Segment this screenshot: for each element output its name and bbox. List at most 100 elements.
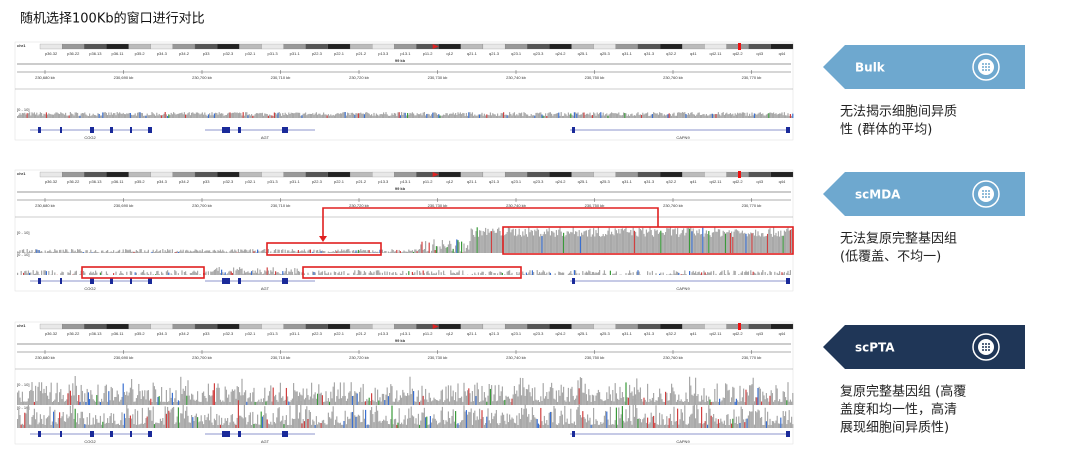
coverage-bar <box>243 401 245 428</box>
coverage-bar <box>192 271 194 275</box>
coverage-bar <box>431 422 433 428</box>
coverage-bar <box>575 270 577 275</box>
coverage-bar <box>282 112 284 118</box>
coverage-bar <box>19 250 21 253</box>
coverage-bar <box>290 251 292 253</box>
coverage-bar <box>339 274 341 275</box>
coverage-bar <box>791 416 793 428</box>
exon <box>90 278 94 284</box>
coverage-bar <box>69 390 71 405</box>
coverage-bar <box>242 418 244 428</box>
coverage-bar <box>451 250 453 253</box>
coverage-bar <box>35 385 37 405</box>
coverage-bar <box>495 401 497 405</box>
coverage-bar <box>338 398 340 405</box>
coverage-bar <box>301 423 303 428</box>
coverage-bar <box>621 115 623 118</box>
coverage-bar <box>667 228 669 253</box>
coverage-bar <box>267 270 269 275</box>
coverage-bar <box>257 268 259 275</box>
coverage-bar <box>275 394 277 405</box>
coverage-bar <box>175 390 177 405</box>
coverage-bar <box>397 401 399 405</box>
coverage-bar <box>245 249 247 253</box>
coverage-bar <box>218 112 220 118</box>
coverage-bar <box>199 114 201 118</box>
coverage-bar <box>129 112 131 118</box>
coverage-bar <box>197 270 199 275</box>
coverage-bar <box>137 395 139 405</box>
exon <box>148 127 152 133</box>
coverage-bar <box>427 250 429 253</box>
coverage-bar <box>576 273 578 275</box>
coverage-bar <box>329 401 331 405</box>
coverage-bar <box>300 401 302 428</box>
coverage-bar <box>659 412 661 428</box>
coverage-bar <box>331 398 333 405</box>
coverage-bar <box>75 270 77 275</box>
coverage-bar <box>297 395 299 405</box>
coverage-bar <box>749 385 751 405</box>
coverage-bar <box>348 249 350 253</box>
coverage-bar <box>462 419 464 428</box>
coverage-bar <box>401 112 403 118</box>
coverage-bar <box>458 242 460 253</box>
coverage-bar <box>451 415 453 428</box>
coverage-bar <box>301 115 303 118</box>
coverage-bar <box>85 401 87 405</box>
coverage-bar <box>255 423 257 428</box>
band-label: p32.3 <box>223 331 234 336</box>
coverage-bar <box>359 415 361 428</box>
icon-dot <box>985 196 987 198</box>
coverage-bar <box>365 401 367 405</box>
coverage-bar <box>125 418 127 428</box>
coverage-bar <box>788 410 790 428</box>
coverage-bar <box>655 273 657 275</box>
ideogram-band <box>637 323 661 330</box>
coverage-bar <box>559 271 561 275</box>
coverage-bar <box>379 249 381 253</box>
coverage-bar <box>83 418 85 428</box>
coverage-bar <box>587 236 589 253</box>
coverage-bar <box>23 401 25 405</box>
coverage-bar <box>42 115 44 118</box>
coverage-bar <box>774 114 776 118</box>
coverage-bar <box>83 252 85 253</box>
coverage-bar <box>521 112 523 118</box>
coverage-bar <box>703 113 705 118</box>
coverage-bar <box>558 423 560 428</box>
coverage-bar <box>229 251 231 253</box>
coverage-bar <box>133 424 135 428</box>
coverage-bar <box>521 395 523 405</box>
coverage-bar <box>413 251 415 253</box>
coverage-bar <box>672 387 674 405</box>
coverage-bar <box>471 273 473 275</box>
ideogram-band <box>527 323 550 330</box>
coverage-bar <box>494 385 496 405</box>
coverage-bar <box>704 421 706 428</box>
coverage-bar <box>643 417 645 428</box>
icon-dot <box>985 69 987 71</box>
coverage-bar <box>411 112 413 118</box>
coverage-bar <box>43 415 45 428</box>
coverage-bar <box>157 251 159 253</box>
coverage-bar <box>233 251 235 253</box>
coverage-bar <box>213 113 215 118</box>
coverage-bar <box>84 272 86 275</box>
label-description: 展现细胞间异质性) <box>840 421 949 436</box>
highlight-box <box>502 226 794 255</box>
band-label: p11.2 <box>423 51 433 56</box>
coverage-bar <box>294 418 296 428</box>
coverage-bar <box>185 410 187 428</box>
coverage-bar <box>607 399 609 405</box>
coverage-bar <box>728 424 730 428</box>
coverage-bar <box>509 414 511 428</box>
coverage-bar <box>90 115 92 118</box>
coverage-bar <box>609 234 611 253</box>
coverage-bar <box>53 251 55 253</box>
coverage-bar <box>648 401 650 405</box>
coverage-bar <box>213 383 215 405</box>
coverage-bar <box>788 230 790 253</box>
coverage-bar <box>423 112 425 118</box>
coverage-bar <box>591 424 593 428</box>
